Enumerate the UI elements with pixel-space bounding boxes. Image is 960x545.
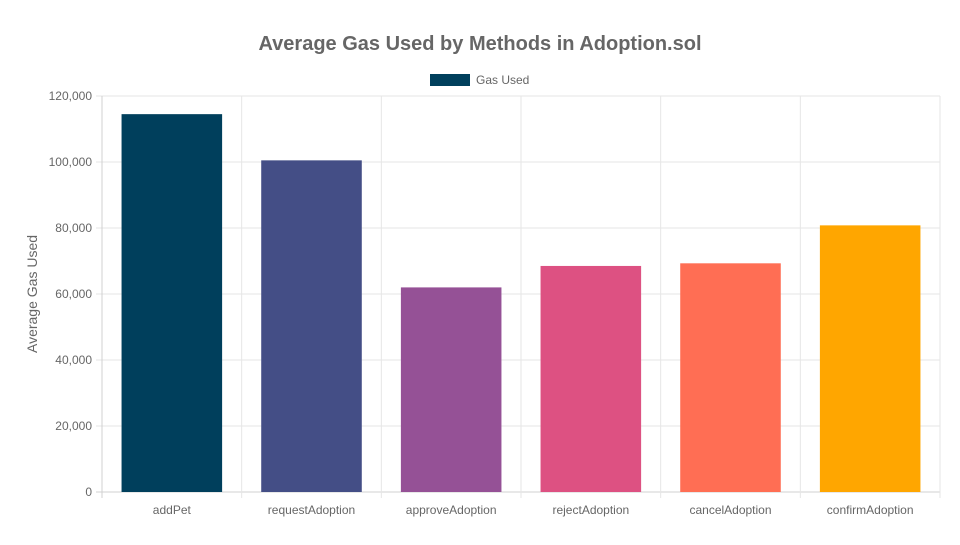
y-tick-label: 60,000: [55, 287, 92, 301]
x-tick-label: requestAdoption: [268, 503, 355, 517]
bars: [121, 114, 921, 493]
bar-addPet[interactable]: [121, 114, 223, 493]
legend-swatch: [430, 74, 470, 86]
chart-title: Average Gas Used by Methods in Adoption.…: [258, 33, 701, 55]
y-tick-label: 0: [85, 485, 92, 499]
x-tick-label: cancelAdoption: [689, 503, 771, 517]
x-tick-label: confirmAdoption: [827, 503, 914, 517]
y-tick-label: 20,000: [55, 419, 92, 433]
bar-requestAdoption[interactable]: [261, 160, 362, 492]
x-tick-label: addPet: [153, 503, 192, 517]
x-tick-label: approveAdoption: [406, 503, 497, 517]
legend[interactable]: Gas Used: [430, 73, 529, 87]
y-axis-label: Average Gas Used: [24, 235, 40, 353]
y-tick-label: 80,000: [55, 221, 92, 235]
x-tick-label: rejectAdoption: [552, 503, 629, 517]
y-tick-label: 40,000: [55, 353, 92, 367]
bar-approveAdoption[interactable]: [400, 287, 502, 492]
y-axis-ticks: 0 20,000 40,000 60,000 80,000 100,000 120,000: [49, 89, 93, 499]
y-tick-label: 120,000: [49, 89, 93, 103]
grid-lines: [96, 95, 941, 498]
bar-cancelAdoption[interactable]: [680, 263, 781, 492]
bar-rejectAdoption[interactable]: [540, 265, 642, 492]
legend-label: Gas Used: [476, 73, 529, 87]
y-tick-label: 100,000: [49, 155, 93, 169]
x-axis-ticks: addPet requestAdoption approveAdoption reje…: [153, 503, 914, 517]
bar-confirmAdoption[interactable]: [819, 225, 921, 493]
